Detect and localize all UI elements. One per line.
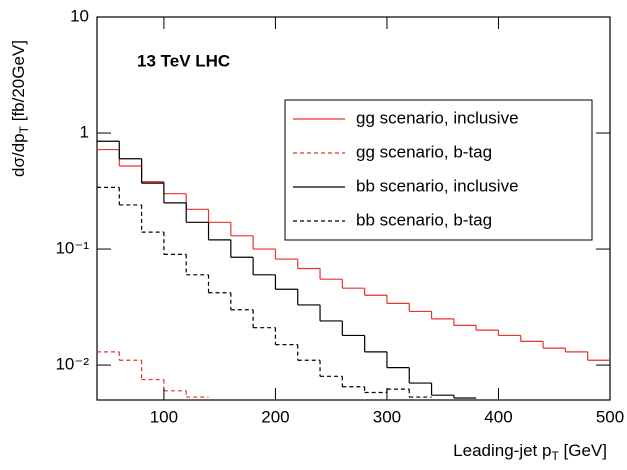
legend-box bbox=[284, 99, 593, 241]
x-label-unit: [GeV] bbox=[559, 441, 607, 460]
y-axis-label: dσ/dpT [fb/20GeV] bbox=[9, 40, 31, 177]
y-tick-label: 1 bbox=[80, 123, 89, 142]
x-tick-label: 300 bbox=[373, 407, 401, 426]
legend-label: bb scenario, b-tag bbox=[356, 210, 492, 229]
annotation: 13 TeV LHC bbox=[137, 51, 230, 70]
y-label-unit: [fb/20GeV] bbox=[9, 40, 28, 126]
histograms bbox=[97, 140, 610, 399]
y-tick-label: 10⁻² bbox=[55, 355, 89, 374]
x-tick-label: 200 bbox=[261, 407, 289, 426]
x-label-sub: T bbox=[551, 449, 559, 463]
legend-label: gg scenario, inclusive bbox=[356, 108, 519, 127]
x-label-main: Leading-jet p bbox=[453, 441, 551, 460]
y-label-sub: T bbox=[17, 125, 31, 133]
x-axis-label: Leading-jet pT [GeV] bbox=[453, 441, 607, 463]
y-tick-label: 10⁻¹ bbox=[55, 239, 89, 258]
x-tick-label: 400 bbox=[484, 407, 512, 426]
x-tick-label: 500 bbox=[596, 407, 624, 426]
y-tick-label: 10 bbox=[70, 6, 89, 25]
legend-label: gg scenario, b-tag bbox=[356, 142, 492, 161]
legend-label: bb scenario, inclusive bbox=[356, 176, 519, 195]
plot-frame bbox=[96, 16, 611, 401]
y-label-main: dσ/dp bbox=[9, 133, 28, 177]
x-tick-label: 100 bbox=[150, 407, 178, 426]
